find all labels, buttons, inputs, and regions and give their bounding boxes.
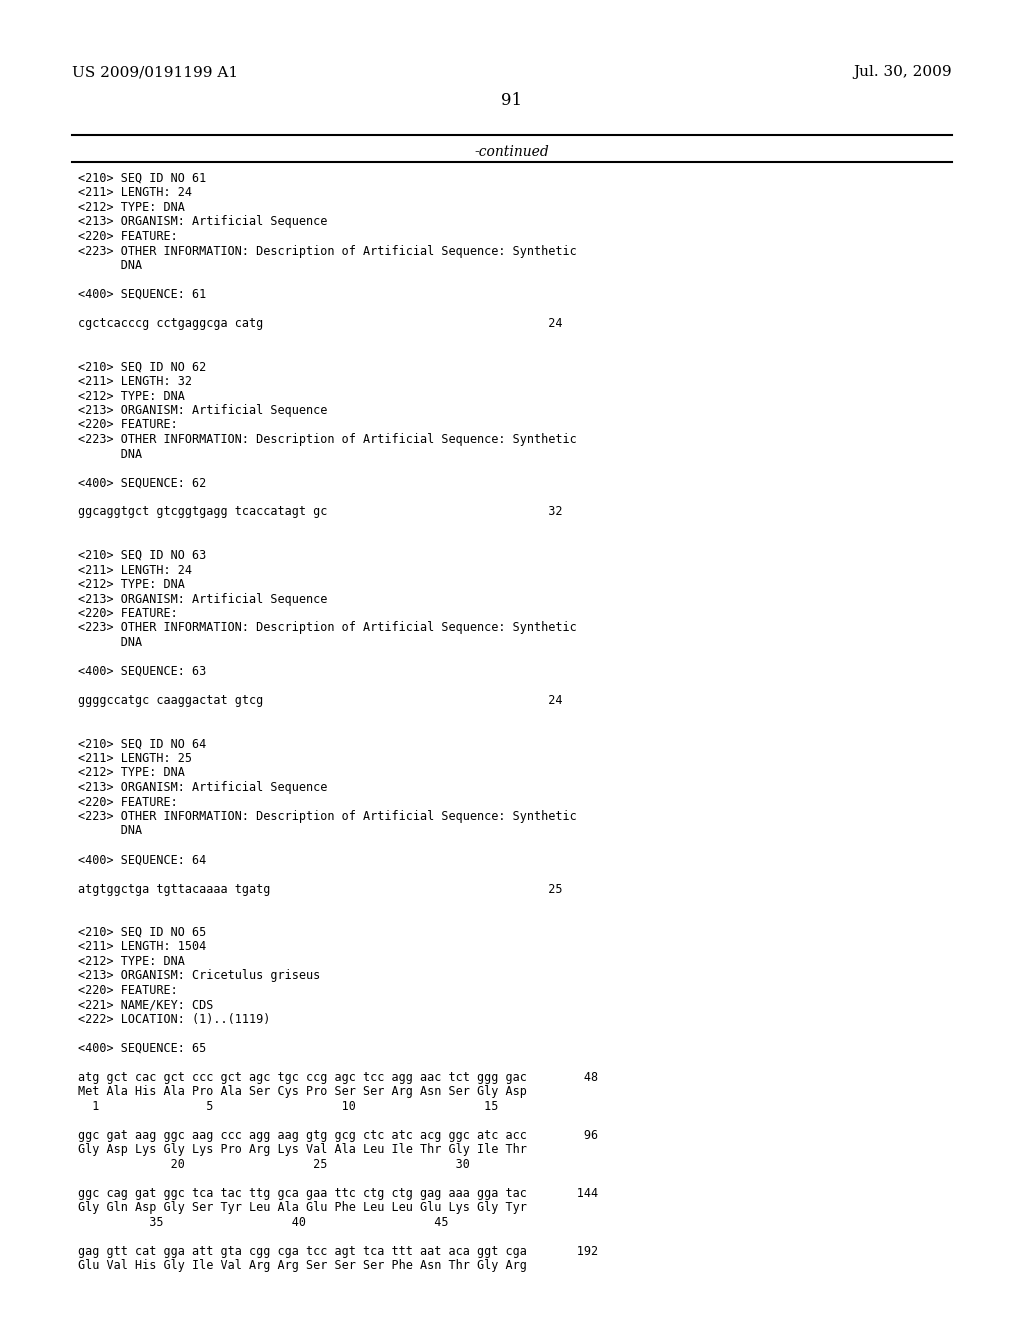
Text: <220> FEATURE:: <220> FEATURE: — [78, 607, 178, 620]
Text: Gly Gln Asp Gly Ser Tyr Leu Ala Glu Phe Leu Leu Glu Lys Gly Tyr: Gly Gln Asp Gly Ser Tyr Leu Ala Glu Phe … — [78, 1201, 527, 1214]
Text: <400> SEQUENCE: 62: <400> SEQUENCE: 62 — [78, 477, 206, 490]
Text: ggc gat aag ggc aag ccc agg aag gtg gcg ctc atc acg ggc atc acc        96: ggc gat aag ggc aag ccc agg aag gtg gcg … — [78, 1129, 598, 1142]
Text: DNA: DNA — [78, 636, 142, 649]
Text: ggggccatgc caaggactat gtcg                                        24: ggggccatgc caaggactat gtcg 24 — [78, 694, 562, 708]
Text: <210> SEQ ID NO 63: <210> SEQ ID NO 63 — [78, 549, 206, 562]
Text: <223> OTHER INFORMATION: Description of Artificial Sequence: Synthetic: <223> OTHER INFORMATION: Description of … — [78, 433, 577, 446]
Text: <213> ORGANISM: Artificial Sequence: <213> ORGANISM: Artificial Sequence — [78, 404, 328, 417]
Text: <212> TYPE: DNA: <212> TYPE: DNA — [78, 954, 185, 968]
Text: <213> ORGANISM: Artificial Sequence: <213> ORGANISM: Artificial Sequence — [78, 781, 328, 795]
Text: <211> LENGTH: 1504: <211> LENGTH: 1504 — [78, 940, 206, 953]
Text: atgtggctga tgttacaaaa tgatg                                       25: atgtggctga tgttacaaaa tgatg 25 — [78, 883, 562, 895]
Text: 91: 91 — [502, 92, 522, 110]
Text: <220> FEATURE:: <220> FEATURE: — [78, 418, 178, 432]
Text: -continued: -continued — [475, 145, 549, 158]
Text: ggc cag gat ggc tca tac ttg gca gaa ttc ctg ctg gag aaa gga tac       144: ggc cag gat ggc tca tac ttg gca gaa ttc … — [78, 1187, 598, 1200]
Text: cgctcacccg cctgaggcga catg                                        24: cgctcacccg cctgaggcga catg 24 — [78, 317, 562, 330]
Text: <223> OTHER INFORMATION: Description of Artificial Sequence: Synthetic: <223> OTHER INFORMATION: Description of … — [78, 244, 577, 257]
Text: 1               5                  10                  15: 1 5 10 15 — [78, 1100, 499, 1113]
Text: <221> NAME/KEY: CDS: <221> NAME/KEY: CDS — [78, 998, 213, 1011]
Text: <400> SEQUENCE: 63: <400> SEQUENCE: 63 — [78, 665, 206, 678]
Text: Met Ala His Ala Pro Ala Ser Cys Pro Ser Ser Arg Asn Ser Gly Asp: Met Ala His Ala Pro Ala Ser Cys Pro Ser … — [78, 1085, 527, 1098]
Text: <220> FEATURE:: <220> FEATURE: — [78, 796, 178, 808]
Text: <210> SEQ ID NO 64: <210> SEQ ID NO 64 — [78, 738, 206, 751]
Text: 20                  25                  30: 20 25 30 — [78, 1158, 470, 1171]
Text: DNA: DNA — [78, 259, 142, 272]
Text: <400> SEQUENCE: 65: <400> SEQUENCE: 65 — [78, 1041, 206, 1055]
Text: DNA: DNA — [78, 825, 142, 837]
Text: <400> SEQUENCE: 61: <400> SEQUENCE: 61 — [78, 288, 206, 301]
Text: <210> SEQ ID NO 62: <210> SEQ ID NO 62 — [78, 360, 206, 374]
Text: Jul. 30, 2009: Jul. 30, 2009 — [853, 65, 952, 79]
Text: <222> LOCATION: (1)..(1119): <222> LOCATION: (1)..(1119) — [78, 1012, 270, 1026]
Text: <220> FEATURE:: <220> FEATURE: — [78, 230, 178, 243]
Text: <210> SEQ ID NO 61: <210> SEQ ID NO 61 — [78, 172, 206, 185]
Text: ggcaggtgct gtcggtgagg tcaccatagt gc                               32: ggcaggtgct gtcggtgagg tcaccatagt gc 32 — [78, 506, 562, 519]
Text: <212> TYPE: DNA: <212> TYPE: DNA — [78, 578, 185, 591]
Text: DNA: DNA — [78, 447, 142, 461]
Text: <211> LENGTH: 32: <211> LENGTH: 32 — [78, 375, 193, 388]
Text: US 2009/0191199 A1: US 2009/0191199 A1 — [72, 65, 239, 79]
Text: 35                  40                  45: 35 40 45 — [78, 1216, 449, 1229]
Text: <212> TYPE: DNA: <212> TYPE: DNA — [78, 201, 185, 214]
Text: <212> TYPE: DNA: <212> TYPE: DNA — [78, 389, 185, 403]
Text: <210> SEQ ID NO 65: <210> SEQ ID NO 65 — [78, 927, 206, 939]
Text: <223> OTHER INFORMATION: Description of Artificial Sequence: Synthetic: <223> OTHER INFORMATION: Description of … — [78, 810, 577, 822]
Text: <211> LENGTH: 25: <211> LENGTH: 25 — [78, 752, 193, 766]
Text: atg gct cac gct ccc gct agc tgc ccg agc tcc agg aac tct ggg gac        48: atg gct cac gct ccc gct agc tgc ccg agc … — [78, 1071, 598, 1084]
Text: <213> ORGANISM: Cricetulus griseus: <213> ORGANISM: Cricetulus griseus — [78, 969, 321, 982]
Text: <211> LENGTH: 24: <211> LENGTH: 24 — [78, 564, 193, 577]
Text: Gly Asp Lys Gly Lys Pro Arg Lys Val Ala Leu Ile Thr Gly Ile Thr: Gly Asp Lys Gly Lys Pro Arg Lys Val Ala … — [78, 1143, 527, 1156]
Text: <223> OTHER INFORMATION: Description of Artificial Sequence: Synthetic: <223> OTHER INFORMATION: Description of … — [78, 622, 577, 635]
Text: Glu Val His Gly Ile Val Arg Arg Ser Ser Ser Phe Asn Thr Gly Arg: Glu Val His Gly Ile Val Arg Arg Ser Ser … — [78, 1259, 527, 1272]
Text: <211> LENGTH: 24: <211> LENGTH: 24 — [78, 186, 193, 199]
Text: <213> ORGANISM: Artificial Sequence: <213> ORGANISM: Artificial Sequence — [78, 215, 328, 228]
Text: <212> TYPE: DNA: <212> TYPE: DNA — [78, 767, 185, 780]
Text: <400> SEQUENCE: 64: <400> SEQUENCE: 64 — [78, 854, 206, 866]
Text: <213> ORGANISM: Artificial Sequence: <213> ORGANISM: Artificial Sequence — [78, 593, 328, 606]
Text: <220> FEATURE:: <220> FEATURE: — [78, 983, 178, 997]
Text: gag gtt cat gga att gta cgg cga tcc agt tca ttt aat aca ggt cga       192: gag gtt cat gga att gta cgg cga tcc agt … — [78, 1245, 598, 1258]
